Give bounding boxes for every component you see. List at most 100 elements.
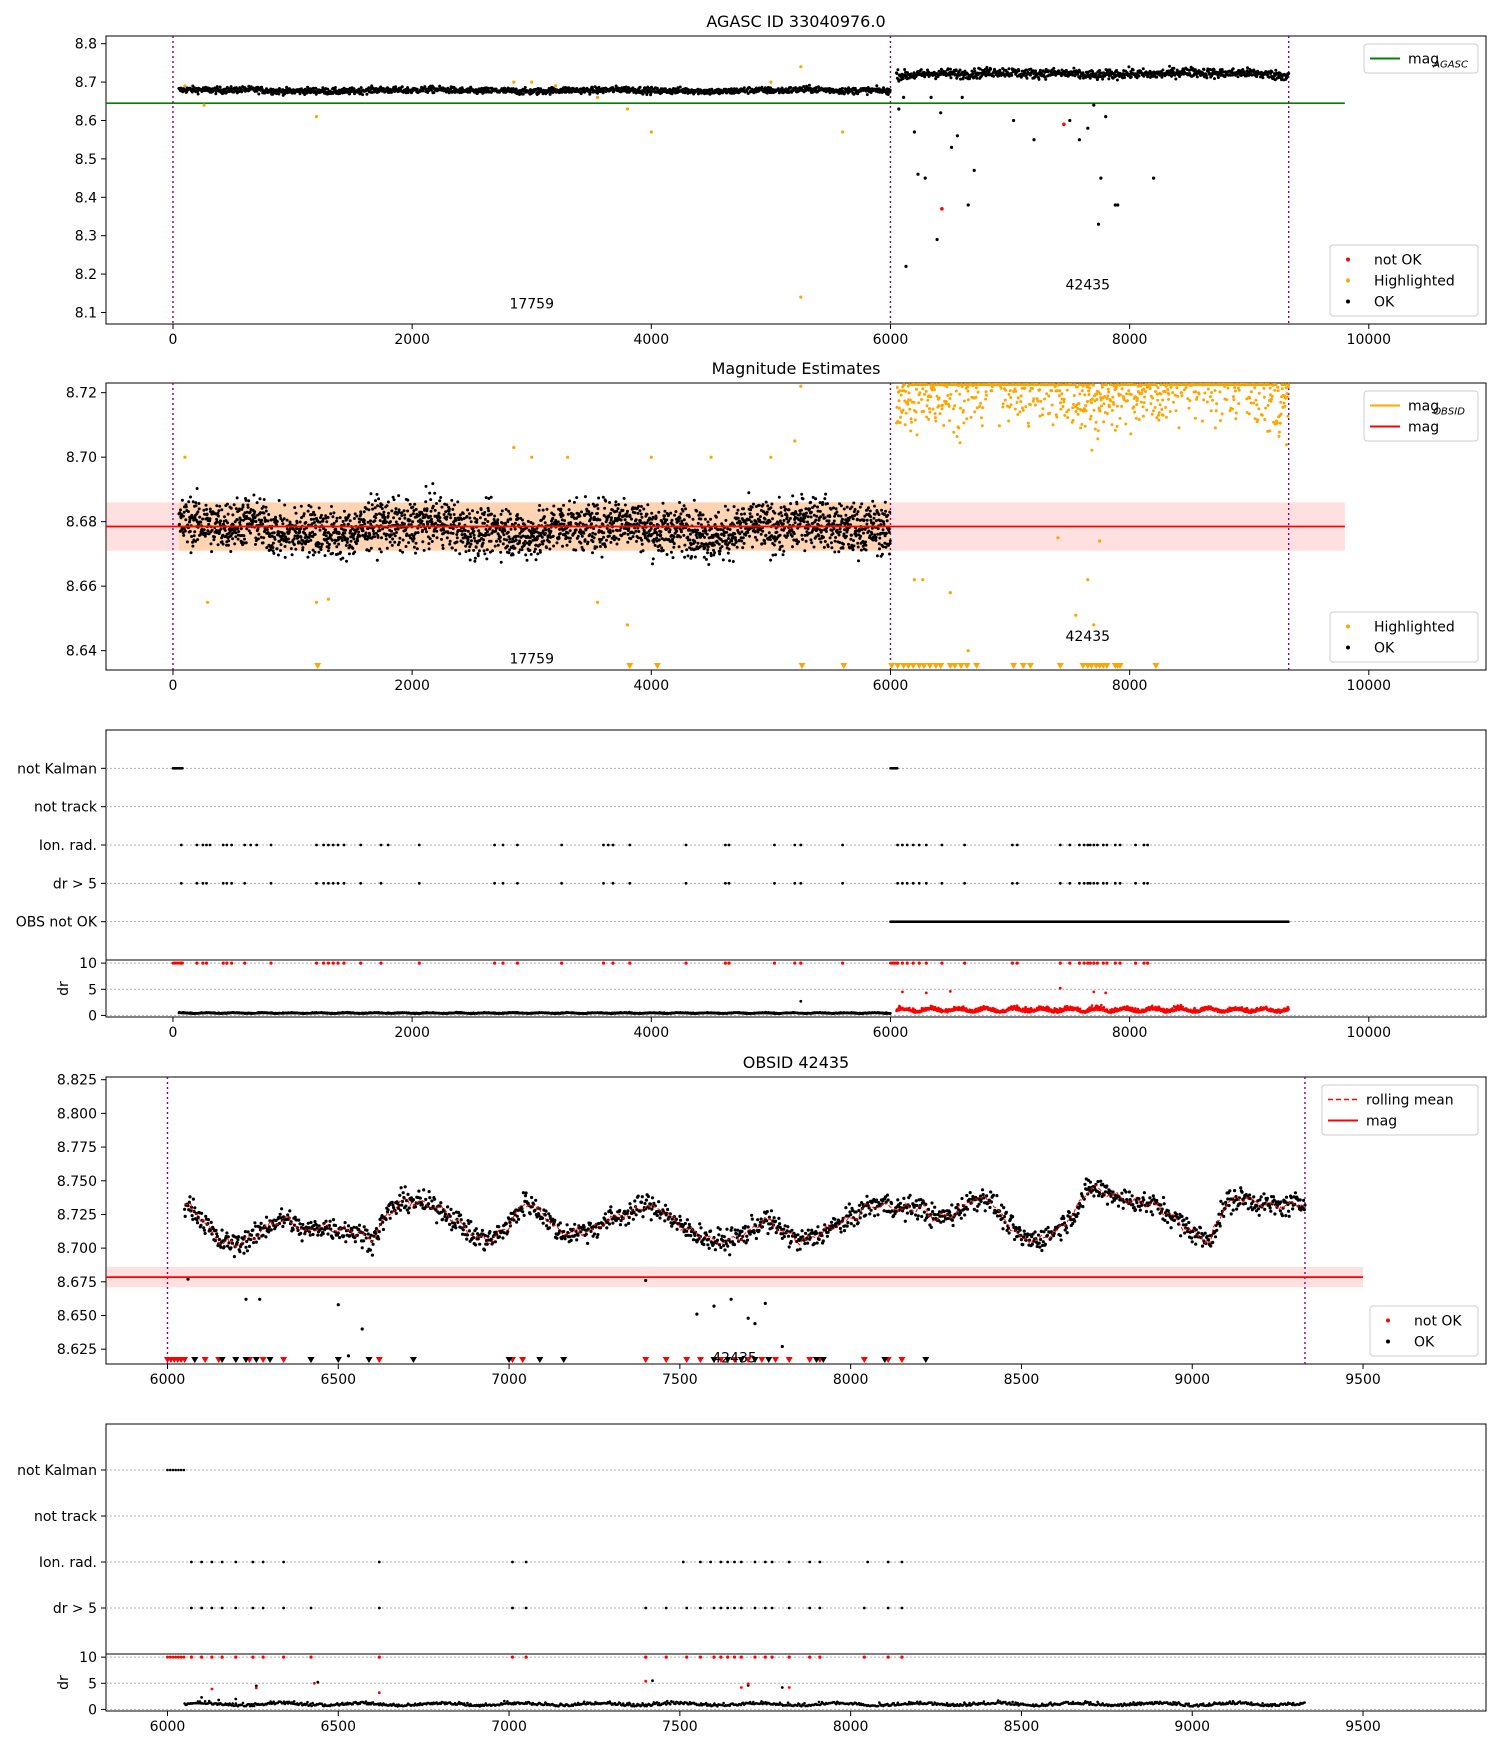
data-point: [398, 549, 402, 552]
data-point: [309, 517, 313, 521]
data-point: [246, 505, 250, 509]
data-point: [185, 540, 189, 544]
data-point: [225, 502, 229, 506]
highlighted-point: [799, 65, 803, 69]
data-point: [538, 550, 542, 554]
data-point: [635, 539, 638, 543]
data-point: [307, 536, 311, 539]
data-point: [654, 516, 658, 520]
data-point: [1236, 75, 1240, 79]
data-point: [641, 549, 645, 553]
data-point: [362, 519, 366, 522]
data-point: [721, 558, 725, 562]
data-point: [590, 522, 593, 526]
data-point: [806, 515, 810, 519]
data-point: [472, 529, 476, 533]
highlighted-point: [595, 95, 600, 99]
data-point: [370, 84, 374, 88]
data-point: [672, 545, 676, 549]
data-point: [347, 552, 351, 556]
data-point: [1052, 66, 1056, 70]
data-point: [839, 514, 843, 518]
y-tick-label: 8.1: [75, 305, 97, 321]
data-point: [400, 514, 404, 518]
data-point: [411, 512, 415, 516]
data-point: [235, 496, 239, 500]
data-point: [252, 493, 256, 497]
x-tick-label: 8000: [1112, 332, 1148, 348]
data-point: [762, 520, 765, 524]
data-point: [433, 491, 437, 495]
data-point: [183, 529, 187, 533]
data-point: [804, 507, 808, 511]
data-point: [376, 535, 380, 539]
data-point: [833, 550, 837, 554]
data-point: [282, 532, 286, 536]
x-tick-label: 2000: [394, 678, 430, 694]
data-point: [243, 86, 247, 90]
data-point: [929, 95, 933, 99]
data-point: [320, 542, 324, 546]
data-point: [379, 550, 383, 554]
data-point: [441, 546, 445, 550]
data-point: [208, 517, 212, 521]
data-point: [678, 535, 682, 539]
data-point: [392, 516, 396, 520]
data-point: [684, 507, 688, 511]
data-point: [817, 85, 820, 89]
data-point: [228, 90, 232, 94]
data-point: [373, 519, 377, 523]
data-point: [949, 145, 954, 149]
data-point: [369, 492, 373, 496]
data-point: [467, 512, 471, 516]
data-point: [321, 517, 325, 521]
data-point: [442, 513, 446, 516]
data-point: [509, 527, 513, 531]
data-point: [451, 527, 455, 531]
data-point: [571, 513, 575, 516]
data-point: [692, 498, 696, 502]
data-point: [818, 509, 822, 513]
data-point: [765, 510, 769, 514]
data-point: [210, 550, 214, 554]
data-point: [713, 551, 717, 555]
data-point: [349, 539, 353, 543]
data-point: [403, 516, 407, 520]
data-point: [331, 551, 335, 555]
data-point: [775, 530, 779, 534]
data-point: [657, 548, 661, 552]
data-point: [302, 512, 306, 516]
data-point: [387, 511, 391, 515]
data-point: [352, 537, 356, 541]
data-point: [904, 264, 908, 268]
data-point: [578, 521, 582, 525]
data-point: [370, 503, 374, 507]
data-point: [623, 518, 627, 522]
data-point: [411, 520, 415, 524]
data-point: [562, 503, 566, 507]
highlighted-point: [769, 80, 773, 84]
data-point: [639, 505, 643, 508]
data-point: [435, 536, 439, 540]
data-point: [623, 503, 627, 507]
data-point: [334, 527, 338, 531]
data-point: [449, 516, 453, 520]
data-point: [371, 529, 375, 533]
y-tick-label: 8.72: [66, 386, 97, 402]
data-point: [661, 549, 665, 552]
data-point: [536, 552, 540, 556]
data-point: [563, 519, 567, 523]
data-point: [1261, 76, 1265, 80]
data-point: [190, 535, 194, 538]
data-point: [266, 519, 270, 523]
data-point: [842, 542, 845, 546]
data-point: [895, 72, 899, 75]
data-point: [793, 521, 797, 525]
data-point: [802, 85, 806, 88]
data-point: [508, 537, 512, 541]
data-point: [824, 492, 828, 496]
data-point: [747, 491, 751, 495]
data-point: [837, 533, 841, 537]
data-point: [640, 542, 644, 546]
